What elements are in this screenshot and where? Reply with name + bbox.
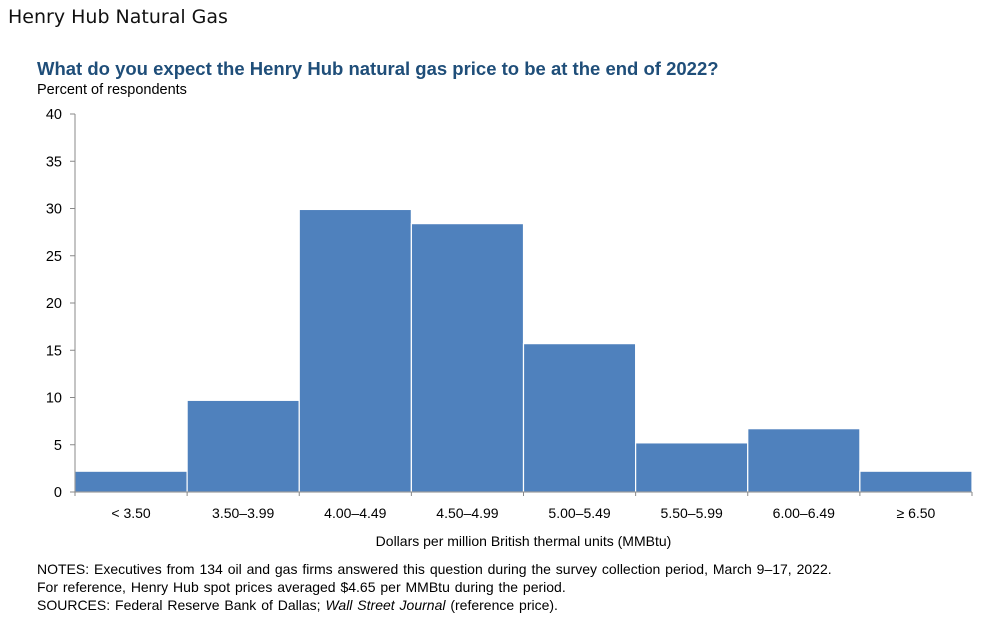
x-tick-label-0: < 3.50 (111, 505, 151, 521)
sources-italic: Wall Street Journal (325, 597, 446, 613)
x-axis-title: Dollars per million British thermal unit… (376, 533, 672, 549)
bar-3 (410, 223, 525, 493)
x-tick-label-3: 4.50–4.99 (436, 505, 498, 521)
x-tick-label-1: 3.50–3.99 (212, 505, 274, 521)
sources-suffix: (reference price). (445, 597, 558, 613)
y-tick-label-30: 30 (46, 202, 62, 218)
sources-line: SOURCES: Federal Reserve Bank of Dallas;… (37, 596, 832, 614)
bar-2 (298, 208, 412, 493)
chart-title: What do you expect the Henry Hub natural… (37, 58, 719, 79)
bar-0 (74, 470, 188, 493)
sources-prefix: SOURCES: Federal Reserve Bank of Dallas; (37, 597, 326, 613)
x-tick-label-6: 6.00–6.49 (773, 505, 835, 521)
bar-7 (859, 470, 973, 493)
bar-4 (522, 343, 637, 493)
histogram-chart: 0 5 10 15 20 25 30 35 40 < 3.50 3.50–3.99 4.00–4.49… (46, 107, 973, 549)
y-tick-label-10: 10 (46, 391, 62, 407)
section-heading: Henry Hub Natural Gas (8, 6, 228, 28)
notes-line-2: For reference, Henry Hub spot prices ave… (37, 579, 566, 595)
y-tick-label-35: 35 (46, 154, 62, 170)
y-tick-label-25: 25 (46, 249, 62, 265)
bar-1 (186, 399, 300, 493)
x-tick-label-2: 4.00–4.49 (324, 505, 386, 521)
bar-5 (635, 442, 749, 493)
y-tick-label-40: 40 (46, 107, 62, 123)
x-tick-label-5: 5.50–5.99 (661, 505, 723, 521)
y-tick-label-5: 5 (54, 438, 62, 454)
y-tick-label-15: 15 (46, 343, 62, 359)
y-tick-label-20: 20 (46, 296, 62, 312)
chart-subtitle: Percent of respondents (37, 82, 187, 98)
x-tick-label-7: ≥ 6.50 (897, 505, 936, 521)
notes-line-1: NOTES: Executives from 134 oil and gas f… (37, 561, 832, 577)
bar-6 (747, 428, 861, 493)
x-tick-label-4: 5.00–5.49 (548, 505, 610, 521)
y-tick-label-0: 0 (54, 485, 62, 501)
chart-notes: NOTES: Executives from 134 oil and gas f… (37, 560, 832, 614)
